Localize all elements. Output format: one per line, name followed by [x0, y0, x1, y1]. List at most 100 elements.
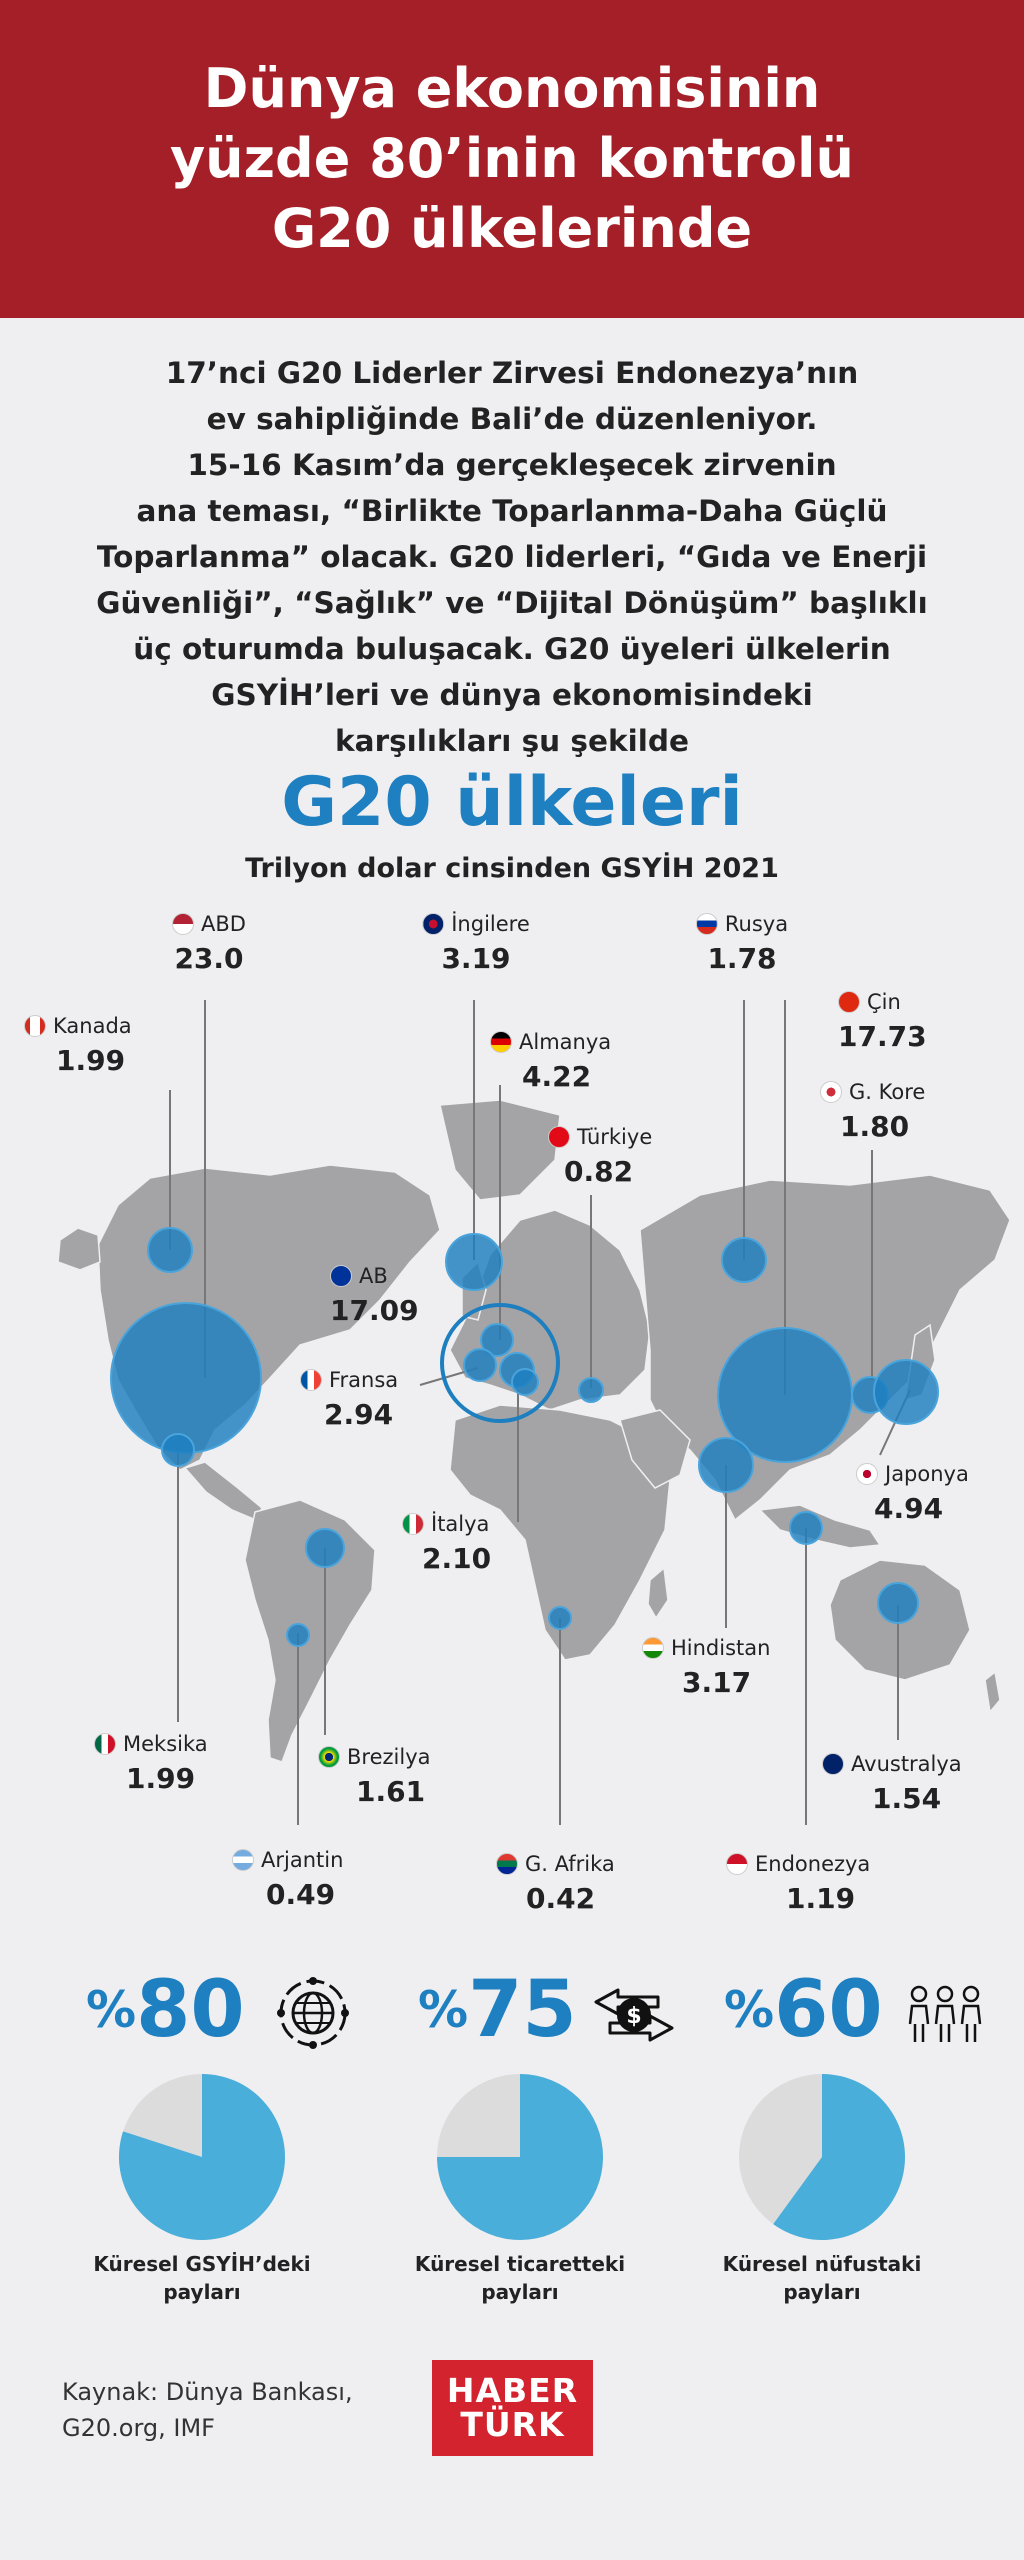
stat-value: 75	[468, 1965, 577, 2055]
country-name: Rusya	[724, 912, 789, 936]
arabia-shape	[619, 1409, 691, 1489]
country-name: Türkiye	[577, 1125, 653, 1149]
bubble-avustralya	[877, 1582, 919, 1624]
ru-flag-icon	[695, 913, 718, 935]
stat-label-line: Küresel ticaretteki	[414, 2252, 626, 2276]
country-value: 4.22	[522, 1060, 592, 1093]
bubble-turkiye	[578, 1377, 604, 1403]
logo-line-2: TÜRK	[460, 2405, 565, 2444]
stat-value: 80	[136, 1965, 245, 2055]
percent-sign: %	[418, 1981, 469, 2039]
bubble-rusya	[721, 1237, 767, 1283]
country-name: G. Afrika	[525, 1852, 615, 1876]
intro-line: 17’nci G20 Liderler Zirvesi Endonezya’nı…	[165, 356, 859, 390]
pie-trade-share	[437, 2074, 603, 2240]
pie-population-share	[739, 2074, 905, 2240]
de-flag-icon	[490, 1031, 512, 1053]
country-value: 1.99	[56, 1044, 126, 1077]
source-line: G20.org, IMF	[62, 2414, 215, 2442]
country-value: 17.09	[330, 1294, 419, 1327]
dollar-exchange-icon: $	[594, 1988, 674, 2042]
pie-share-slice	[773, 2074, 905, 2240]
country-value: 2.94	[324, 1398, 394, 1431]
ar-flag-icon	[232, 1849, 254, 1871]
map-subtitle: Trilyon dolar cinsinden GSYİH 2021	[245, 853, 779, 884]
bubble-hindistan	[698, 1437, 754, 1493]
label-fransa: Fransa 2.94	[300, 1368, 398, 1431]
us-flag-icon	[172, 913, 195, 935]
label-endonezya: Endonezya 1.19	[726, 1852, 870, 1915]
bubble-japonya	[873, 1359, 939, 1425]
id-flag-icon	[726, 1853, 748, 1875]
bubble-meksika	[161, 1433, 195, 1467]
label-ingilere: İngilere 3.19	[422, 912, 530, 975]
intro-line: ev sahipliğinde Bali’de düzenleniyor.	[206, 402, 818, 436]
country-value: 1.78	[707, 942, 777, 975]
svg-text:$: $	[626, 2004, 641, 2029]
country-value: 0.49	[266, 1878, 336, 1911]
intro-line: 15-16 Kasım’da gerçekleşecek zirvenin	[187, 448, 837, 482]
in-flag-icon	[642, 1637, 664, 1659]
label-gkore: G. Kore 1.80	[820, 1080, 925, 1143]
stat-label-line: payları	[783, 2280, 861, 2304]
bubble-brezilya	[305, 1528, 345, 1568]
pie-share-slice	[118, 2074, 285, 2240]
ring-ab	[440, 1303, 560, 1423]
stat-population-label: Küresel nüfustaki payları	[702, 2250, 942, 2306]
stat-label-line: payları	[481, 2280, 559, 2304]
label-cin: Çin 17.73	[838, 990, 927, 1053]
country-name: Japonya	[885, 1462, 969, 1486]
country-name: Avustralya	[851, 1752, 962, 1776]
intro-paragraph: 17’nci G20 Liderler Zirvesi Endonezya’nı…	[40, 350, 984, 764]
intro-line: GSYİH’leri ve dünya ekonomisindeki	[211, 678, 813, 712]
country-value: 1.80	[840, 1110, 910, 1143]
bubble-arjantin	[286, 1623, 310, 1647]
bubble-ab-inner	[511, 1368, 539, 1396]
map-title: G20 ülkeleri	[281, 763, 743, 842]
label-brezilya: Brezilya 1.61	[318, 1745, 431, 1808]
south-america-shape	[244, 1499, 376, 1763]
country-value: 23.0	[174, 942, 244, 975]
eu-flag-icon	[330, 1265, 352, 1287]
stat-label-line: Küresel nüfustaki	[722, 2252, 922, 2276]
country-name: Fransa	[329, 1368, 399, 1392]
mx-flag-icon	[94, 1733, 116, 1755]
bubble-ingilere	[445, 1233, 503, 1291]
country-value: 1.99	[126, 1762, 196, 1795]
percent-sign: %	[86, 1981, 137, 2039]
country-name: Meksika	[123, 1732, 208, 1756]
au-flag-icon	[822, 1753, 844, 1775]
stat-trade-number: %75	[418, 1970, 577, 2071]
br-flag-icon	[318, 1746, 340, 1768]
country-name: Almanya	[519, 1030, 612, 1054]
bubble-abd	[110, 1302, 262, 1454]
country-name: Hindistan	[671, 1636, 771, 1660]
header-banner: Dünya ekonomisinin yüzde 80’inin kontrol…	[0, 0, 1024, 318]
world-map	[57, 1000, 1011, 1825]
new-zealand-shape	[984, 1670, 1001, 1714]
gdp-bubbles	[110, 1227, 939, 1647]
label-rusya: Rusya 1.78	[695, 912, 789, 975]
country-name: Brezilya	[347, 1745, 431, 1769]
country-value: 2.10	[422, 1542, 492, 1575]
intro-line: üç oturumda buluşacak. G20 üyeleri ülkel…	[133, 632, 891, 666]
stat-gdp-number: %80	[86, 1970, 245, 2071]
country-name: Çin	[867, 990, 901, 1014]
people-icon	[908, 1985, 982, 2042]
ca-flag-icon	[24, 1015, 46, 1037]
country-value: 1.19	[786, 1882, 856, 1915]
label-kanada: Kanada 1.99	[24, 1014, 132, 1077]
central-america-shape	[183, 1461, 263, 1521]
headline-line-3: G20 ülkelerinde	[271, 197, 753, 260]
country-name: AB	[359, 1264, 388, 1288]
country-name: G. Kore	[849, 1080, 926, 1104]
label-meksika: Meksika 1.99	[94, 1732, 208, 1795]
label-gafrika: G. Afrika 0.42	[496, 1852, 615, 1915]
bubble-gafrika	[548, 1606, 572, 1630]
country-name: İtalya	[431, 1512, 490, 1536]
country-value: 0.82	[564, 1155, 634, 1188]
kr-flag-icon	[820, 1081, 842, 1103]
country-value: 3.19	[441, 942, 511, 975]
intro-line: ana teması, “Birlikte Toparlanma-Daha Gü…	[136, 494, 888, 528]
logo-line-1: HABER	[446, 2371, 579, 2410]
